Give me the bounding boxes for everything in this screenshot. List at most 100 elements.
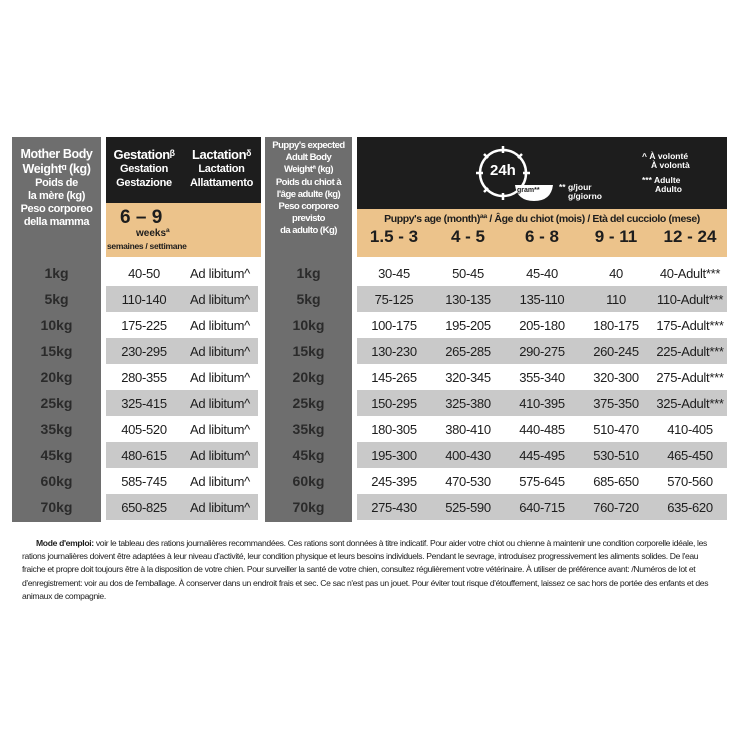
puppy-ration-cell: 440-485 [519,421,565,437]
gestation-row: 650-825 Ad libitum^ [106,494,258,520]
puppy-ration-cell: 380-410 [445,421,491,437]
puppy-weight-column: Puppy's expected Adult Body Weightª (kg)… [265,137,352,522]
puppy-ration-cell: 325-380 [445,395,491,411]
gestation-row: 585-745 Ad libitum^ [106,468,258,494]
puppy-weight-cell: 10kg [292,317,325,333]
puppy-ration-cell: 685-650 [593,473,639,489]
header-text: Adult Body [285,152,332,164]
age-column-header: 12 - 24 [663,227,717,246]
puppy-ration-cell: 290-275 [519,343,565,359]
puppy-ration-cell: 40-Adult*** [659,265,721,281]
header-text: Puppy's expected [272,140,345,151]
mother-weight-cell: 70kg [40,499,73,515]
header-text: Weightª (kg) [283,164,334,176]
lactation-cell: Ad libitum^ [190,395,250,411]
puppy-ration-cell: 225-Adult*** [656,343,724,359]
mother-weight-cell: 20kg [40,369,73,385]
puppy-ration-cell: 400-430 [445,447,491,463]
puppy-ration-cell: 470-530 [445,473,491,489]
puppy-weight-cell: 35kg [292,421,325,437]
puppy-ration-cell: 135-110 [519,291,565,307]
puppy-ration-cell: 205-180 [519,317,565,333]
puppy-ration-cell: 410-405 [667,421,713,437]
puppy-row: 275-430 525-590 640-715 760-720 635-620 [357,494,727,520]
lactation-cell: Ad libitum^ [190,447,250,463]
puppy-ration-cell: 130-230 [371,343,417,359]
puppy-weight-cell: 60kg [292,473,325,489]
age-header-text: Puppy's age (month)ªª / Âge du chiot (mo… [384,213,700,225]
gestation-cell: 650-825 [121,499,167,515]
puppy-weight-cell: 1kg [296,265,321,281]
puppy-ration-cell: 130-135 [445,291,491,307]
puppy-ration-cell: 30-45 [378,265,410,281]
puppy-weight-cell: 45kg [292,447,325,463]
gestation-row: 325-415 Ad libitum^ [106,390,258,416]
gestation-cell: 230-295 [121,343,167,359]
adult-it: Adulto [655,184,682,194]
lactation-cell: Ad libitum^ [190,291,250,307]
puppy-ration-cell: 195-300 [371,447,417,463]
mother-weight-cell: 45kg [40,447,73,463]
gestation-fr: Gestation [119,163,169,175]
age-column-header: 9 - 11 [594,227,638,246]
mother-weight-column: Mother Body Weightᵅ (kg) Poids de la mèr… [12,137,101,522]
puppy-ration-cell: 45-40 [526,265,558,281]
mother-weight-cell: 10kg [40,317,73,333]
lactation-label: Lactationᵟ [191,147,252,162]
puppy-ration-cell: 325-Adult*** [656,395,724,411]
header-text: Poids de [35,177,78,189]
puppy-ration-cell: 100-175 [371,317,417,333]
gestation-cell: 40-50 [128,265,160,281]
puppy-ration-cell: 635-620 [667,499,713,515]
puppy-row: 195-300 400-430 445-495 530-510 465-450 [357,442,727,468]
lactation-cell: Ad libitum^ [190,265,250,281]
adlib-fr: ^ À volonté [642,151,689,161]
header-text: della mamma [23,216,90,228]
bowl-label: gram** [517,187,540,194]
gestation-row: 40-50 Ad libitum^ [106,260,258,286]
puppy-ration-cell: 275-430 [371,499,417,515]
puppy-ration-cell: 150-295 [371,395,417,411]
puppy-ration-cell: 40 [609,265,623,281]
lactation-it: Allattamento [189,177,254,189]
puppy-ration-cell: 510-470 [593,421,639,437]
adult-fr: *** Adulte [642,175,681,185]
puppy-ration-cell: 195-205 [445,317,491,333]
puppy-ration-cell: 110-Adult*** [656,291,724,307]
gestation-cell: 405-520 [121,421,167,437]
puppy-ration-cell: 530-510 [593,447,639,463]
lactation-cell: Ad libitum^ [190,369,250,385]
gestation-row: 175-225 Ad libitum^ [106,312,258,338]
mother-weight-cell: 35kg [40,421,73,437]
gram-it: g/giorno [568,191,602,201]
mother-weight-cell: 15kg [40,343,73,359]
puppy-ration-cell: 145-265 [371,369,417,385]
puppy-ration-cell: 180-175 [593,317,639,333]
gram-fr: ** g/jour [559,182,592,192]
gestation-row: 230-295 Ad libitum^ [106,338,258,364]
header-text: l'âge adulte (kg) [276,188,341,200]
header-text: Poids du chiot à [275,176,342,188]
gestation-cell: 480-615 [121,447,167,463]
header-text: Peso corporeo [20,203,93,215]
puppy-row: 130-230 265-285 290-275 260-245 225-Adult*** [357,338,727,364]
age-header: Puppy's age (month)ªª / Âge du chiot (mo… [357,209,727,257]
puppy-ration-cell: 575-645 [519,473,565,489]
instructions-lead: Mode d'emploi: [36,538,94,548]
puppy-row: 145-265 320-345 355-340 320-300 275-Adult*** [357,364,727,390]
age-column-header: 6 - 8 [524,227,560,246]
puppy-ration-cell: 320-345 [445,369,491,385]
puppy-row: 100-175 195-205 205-180 180-175 175-Adult*** [357,312,727,338]
puppy-ration-cell: 355-340 [519,369,565,385]
weeks-label: weeksª [136,228,170,239]
puppy-row: 180-305 380-410 440-485 510-470 410-405 [357,416,727,442]
gestation-cell: 325-415 [121,395,167,411]
header-text: da adulto (Kg) [280,225,337,237]
age-column-header: 4 - 5 [450,227,486,246]
puppy-ration-cell: 180-305 [371,421,417,437]
puppy-weight-cell: 15kg [292,343,325,359]
puppy-row: 245-395 470-530 575-645 685-650 570-560 [357,468,727,494]
puppy-weight-cell: 20kg [292,369,325,385]
puppy-ration-cell: 410-395 [519,395,565,411]
puppy-ration-cell: 640-715 [519,499,565,515]
